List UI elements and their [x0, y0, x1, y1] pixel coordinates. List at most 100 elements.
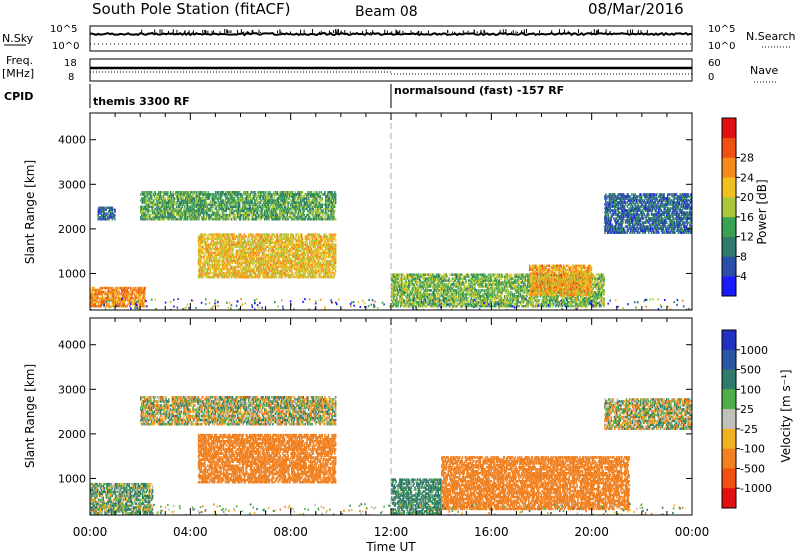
heatmap-cell — [249, 255, 252, 259]
heatmap-cell — [145, 213, 148, 217]
heatmap-cell — [174, 193, 176, 196]
heatmap-cell — [220, 197, 223, 200]
heatmap-cell — [223, 273, 226, 277]
heatmap-cell — [294, 195, 297, 198]
heatmap-cell — [143, 195, 146, 198]
heatmap-cell — [222, 249, 224, 253]
heatmap-cell — [316, 253, 318, 257]
heatmap-cell — [221, 275, 223, 279]
power-heatmap — [90, 190, 692, 310]
heatmap-cell — [176, 211, 178, 215]
heatmap-cell — [225, 273, 228, 277]
heatmap-cell — [332, 193, 334, 196]
heatmap-cell — [243, 241, 246, 244]
heatmap-cell — [405, 289, 407, 292]
heatmap-cell — [315, 269, 317, 273]
heatmap-cell — [283, 249, 286, 253]
heatmap-cell — [264, 237, 266, 240]
heatmap-cell — [244, 273, 246, 277]
heatmap-cell — [150, 199, 152, 202]
heatmap-cell — [178, 215, 181, 219]
heatmap-cell — [294, 275, 297, 279]
heatmap-cell — [300, 253, 303, 257]
heatmap-cell — [322, 213, 324, 217]
heatmap-cell — [208, 271, 211, 275]
heatmap-cell — [254, 199, 256, 202]
heatmap-cell — [100, 216, 102, 219]
heatmap-cell — [277, 261, 280, 265]
heatmap-cell — [211, 197, 214, 200]
heatmap-cell — [258, 241, 261, 244]
heatmap-cell — [332, 275, 334, 279]
heatmap-cell — [105, 298, 107, 302]
heatmap-cell — [176, 217, 179, 221]
heatmap-cell — [236, 193, 238, 196]
heatmap-cell — [331, 257, 333, 261]
heatmap-cell — [236, 259, 238, 263]
heatmap-cell — [393, 275, 396, 278]
heatmap-cell — [277, 217, 279, 221]
heatmap-cell — [306, 241, 308, 244]
heatmap-cell — [395, 295, 397, 298]
heatmap-cell — [245, 269, 247, 273]
heatmap-cell — [299, 209, 302, 213]
heatmap-cell — [206, 269, 209, 273]
heatmap-cell — [299, 265, 301, 269]
heatmap-cell — [192, 209, 194, 213]
heatmap-cell — [212, 197, 215, 200]
heatmap-cell — [210, 271, 212, 275]
heatmap-cell — [302, 207, 305, 211]
heatmap-cell — [98, 208, 100, 211]
heatmap-cell — [391, 287, 393, 290]
heatmap-cell — [294, 251, 297, 255]
heatmap-cell — [276, 243, 279, 246]
heatmap-cell — [226, 201, 228, 204]
heatmap-cell — [312, 275, 315, 279]
heatmap-cell — [237, 273, 239, 277]
heatmap-cell — [275, 247, 278, 251]
heatmap-cell — [287, 261, 289, 265]
heatmap-cell — [318, 195, 321, 198]
heatmap-cell — [281, 205, 283, 209]
heatmap-cell — [332, 271, 334, 275]
heatmap-cell — [281, 203, 284, 206]
heatmap-cell — [237, 215, 240, 219]
heatmap-cell — [290, 265, 292, 269]
heatmap-cell — [299, 190, 301, 194]
heatmap-cell — [298, 211, 300, 215]
heatmap-cell — [199, 209, 201, 213]
heatmap-cell — [309, 233, 312, 236]
heatmap-cell — [324, 251, 326, 255]
heatmap-cell — [296, 257, 298, 261]
heatmap-cell — [317, 217, 320, 221]
heatmap-cell — [97, 294, 99, 298]
heatmap-cell — [324, 193, 326, 196]
heatmap-cell — [302, 257, 305, 261]
heatmap-cell — [327, 205, 330, 209]
heatmap-cell — [197, 215, 200, 219]
heatmap-cell — [261, 233, 263, 236]
heatmap-cell — [245, 259, 247, 263]
heatmap-cell — [118, 292, 120, 296]
heatmap-cell — [281, 247, 283, 251]
heatmap-cell — [159, 195, 161, 198]
heatmap-cell — [292, 211, 295, 215]
heatmap-cell — [251, 261, 254, 265]
heatmap-cell — [235, 271, 237, 275]
heatmap-cell — [280, 243, 282, 246]
heatmap-cell — [243, 207, 245, 211]
heatmap-cell — [236, 253, 238, 257]
heatmap-cell — [262, 190, 264, 194]
heatmap-cell — [395, 279, 397, 282]
heatmap-cell — [285, 209, 288, 213]
heatmap-cell — [150, 201, 153, 204]
heatmap-cell — [216, 245, 219, 249]
heatmap-cell — [250, 259, 253, 263]
heatmap-cell — [202, 203, 205, 206]
heatmap-cell — [307, 253, 309, 257]
heatmap-cell — [305, 239, 307, 242]
heatmap-cell — [306, 195, 308, 198]
heatmap-cell — [334, 247, 337, 251]
heatmap-cell — [171, 201, 174, 204]
heatmap-cell — [310, 243, 313, 246]
